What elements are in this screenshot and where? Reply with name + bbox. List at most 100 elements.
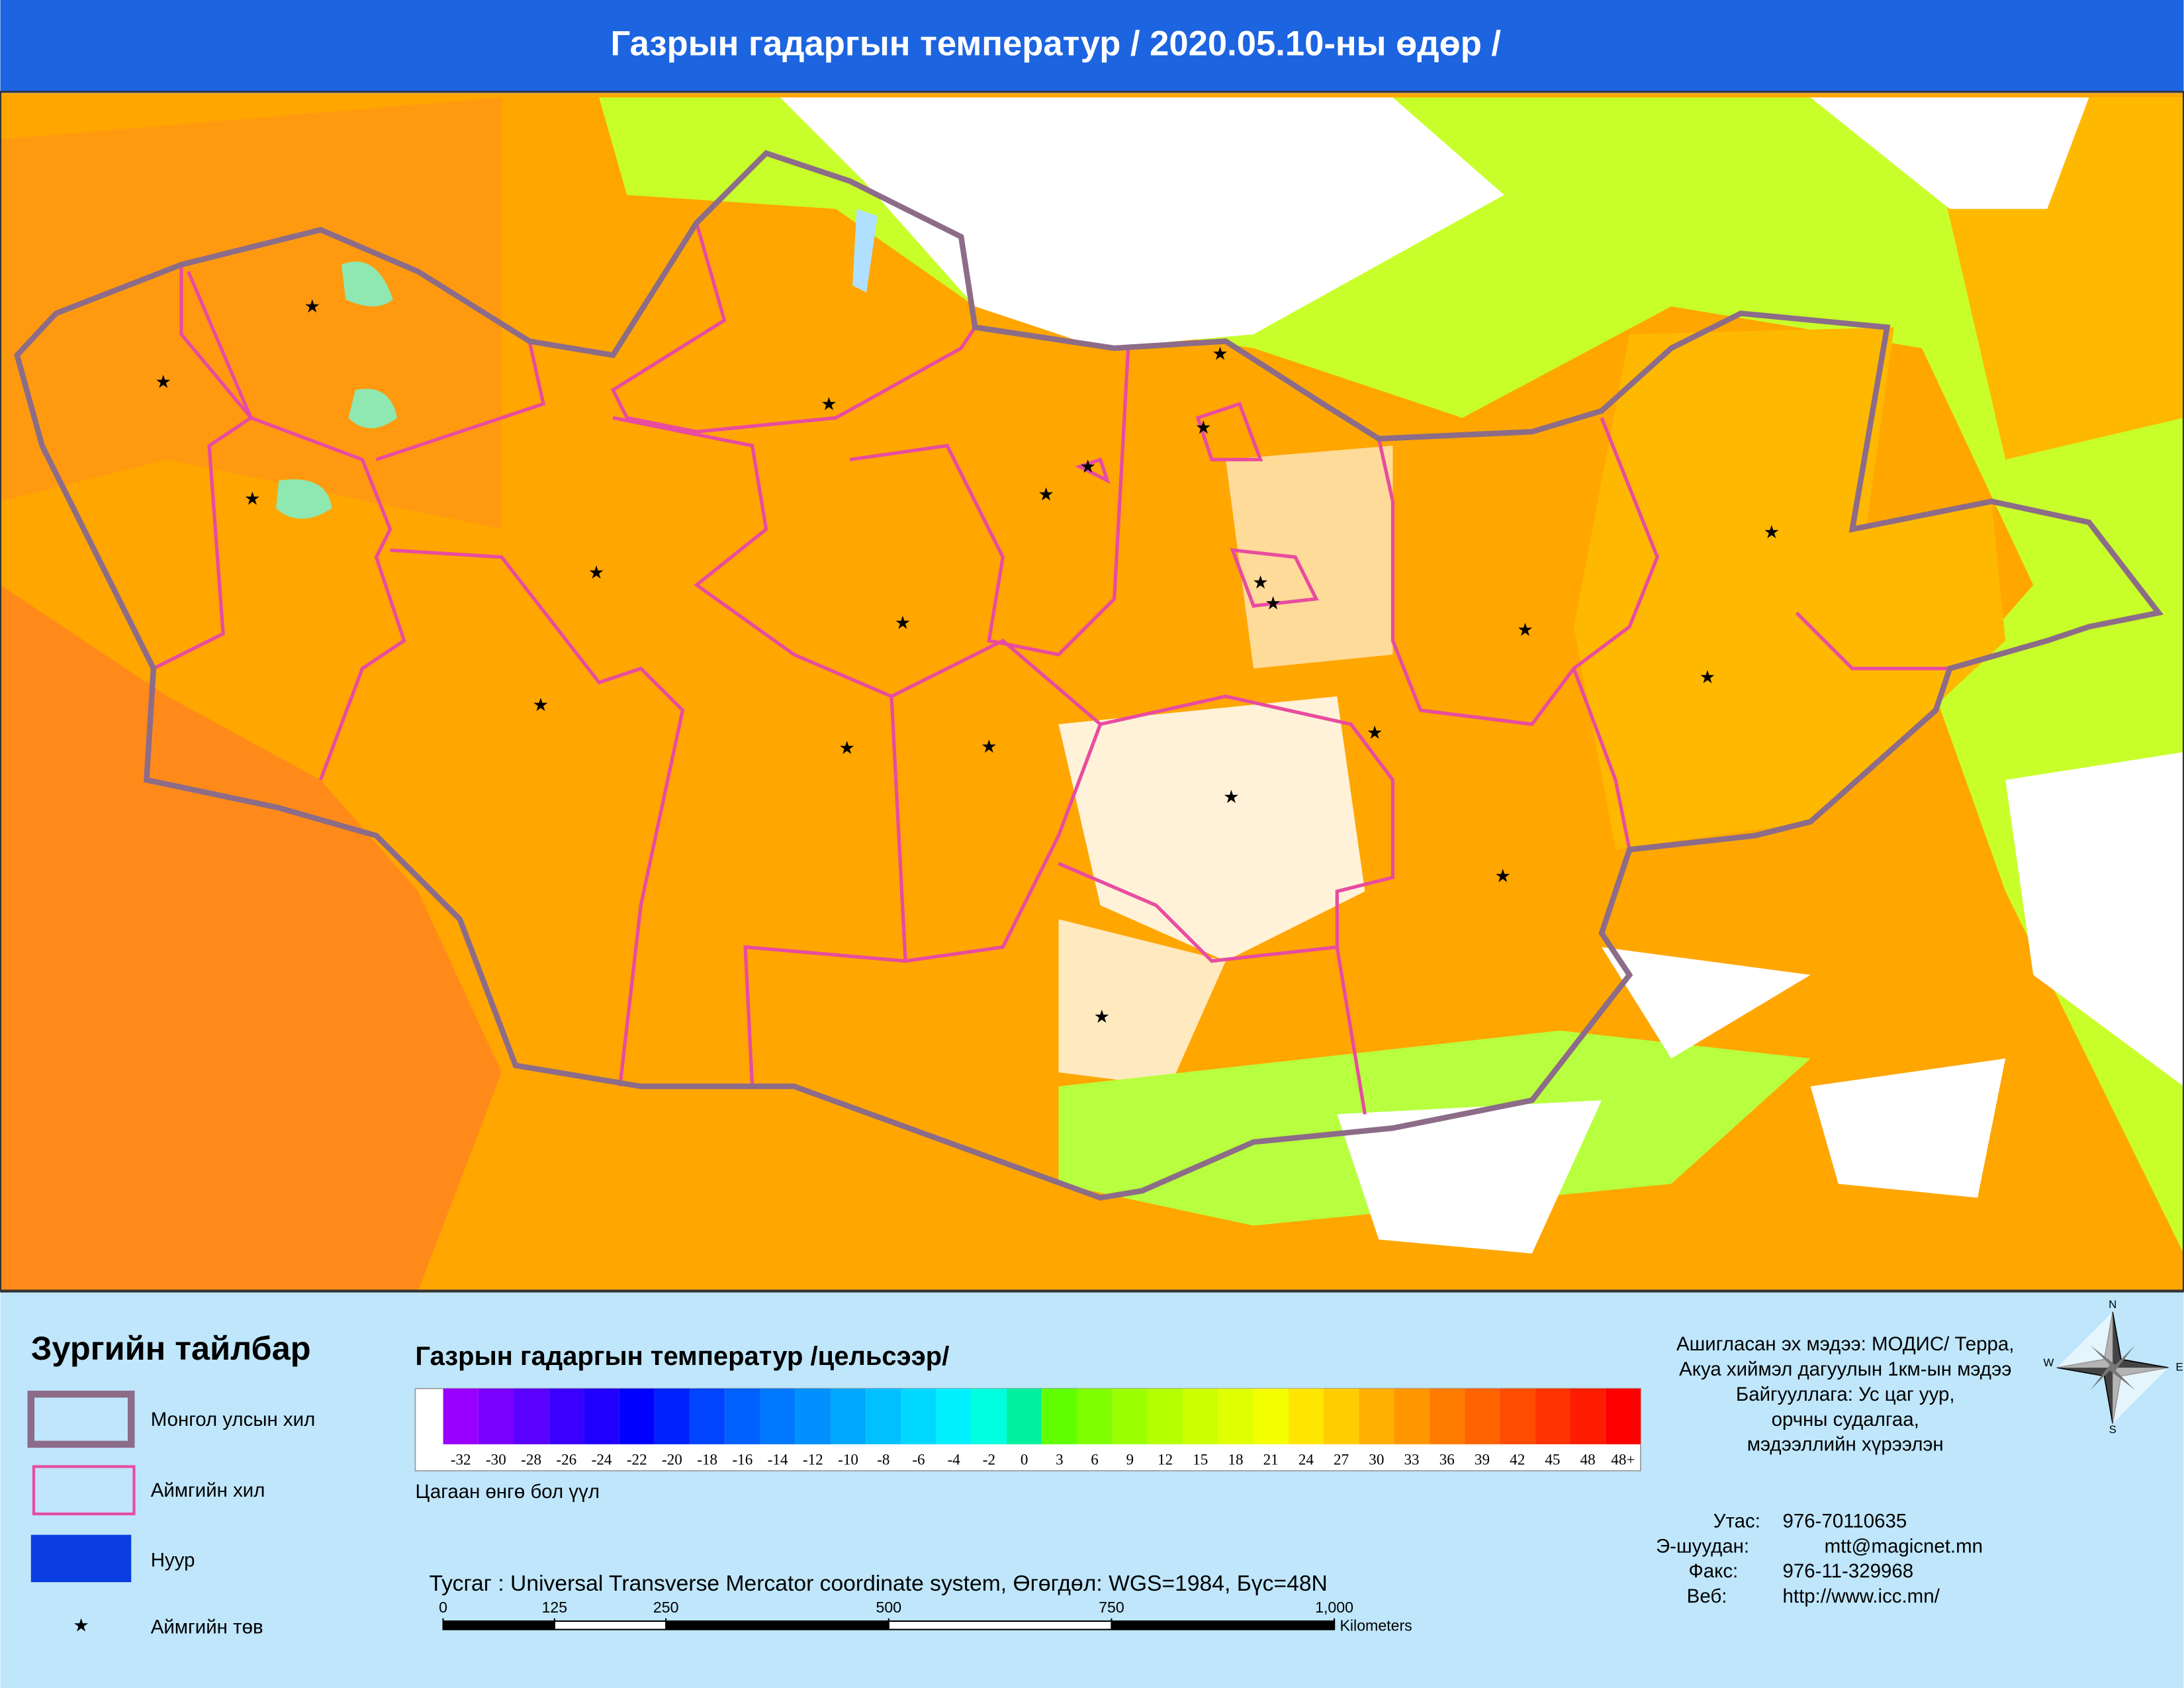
aimag-center: ★ bbox=[1038, 484, 1054, 504]
scale-tick-label: 0 bbox=[439, 1599, 447, 1616]
scale-label: 0 bbox=[1021, 1451, 1028, 1468]
color-swatch bbox=[690, 1388, 725, 1444]
aimag-center: ★ bbox=[1252, 572, 1269, 592]
contact-value: 976-70110635 bbox=[1783, 1510, 1907, 1532]
scale-label: -30 bbox=[486, 1451, 506, 1468]
contact-label: Веб: bbox=[1687, 1585, 1727, 1607]
scale-label: -6 bbox=[912, 1451, 925, 1468]
scale-label: 15 bbox=[1193, 1451, 1208, 1468]
legend-label: Аймгийн хил bbox=[151, 1479, 265, 1501]
color-swatch bbox=[1324, 1388, 1359, 1444]
source-line: Ашигласан эх мэдээ: МОДИС/ Терра, bbox=[1676, 1333, 2014, 1355]
scale-label: -14 bbox=[768, 1451, 788, 1468]
scale-bar-segment bbox=[666, 1621, 889, 1630]
aimag-center: ★ bbox=[1367, 722, 1383, 743]
scale-label: -32 bbox=[451, 1451, 471, 1468]
legend-star: ★ bbox=[73, 1615, 89, 1636]
aimag-center: ★ bbox=[1195, 417, 1212, 438]
aimag-center: ★ bbox=[155, 371, 171, 392]
aimag-center: ★ bbox=[1223, 786, 1240, 807]
scale-label: 42 bbox=[1510, 1451, 1525, 1468]
compass-s: S bbox=[2109, 1423, 2116, 1436]
aimag-center: ★ bbox=[1517, 619, 1533, 639]
aimag-center: ★ bbox=[981, 736, 997, 757]
color-swatch bbox=[1535, 1388, 1570, 1444]
legend-label: Монгол улсын хил bbox=[151, 1409, 316, 1430]
scale-label: 12 bbox=[1158, 1451, 1173, 1468]
header-bar bbox=[0, 0, 2184, 92]
contact-label: Э-шуудан: bbox=[1656, 1535, 1749, 1557]
color-swatch bbox=[443, 1388, 478, 1444]
color-swatch bbox=[1112, 1388, 1148, 1444]
scale-label: -18 bbox=[697, 1451, 717, 1468]
warm-area bbox=[1573, 327, 2006, 850]
legend-label: Аймгийн төв bbox=[151, 1616, 263, 1638]
compass-e: E bbox=[2176, 1361, 2183, 1374]
scale-label: -8 bbox=[877, 1451, 889, 1468]
lake bbox=[348, 389, 398, 428]
color-swatch bbox=[654, 1388, 690, 1444]
color-scale: -32 -30 -28 -26 -24 -22 -20 -18 -16 -14 -12 -10 -8 -6… bbox=[443, 1388, 1641, 1468]
province-border bbox=[890, 638, 1103, 963]
color-swatch bbox=[795, 1388, 831, 1444]
color-swatch bbox=[1218, 1388, 1253, 1444]
province-border bbox=[610, 222, 977, 434]
hot-area bbox=[0, 97, 502, 530]
lake bbox=[276, 479, 332, 519]
color-swatch bbox=[584, 1388, 619, 1444]
map-title: Газрын гадаргын температур / 2020.05.10-… bbox=[611, 24, 1502, 63]
color-swatch bbox=[760, 1388, 796, 1444]
contact-value: http://www.icc.mn/ bbox=[1783, 1585, 1940, 1607]
province-border bbox=[849, 348, 1130, 657]
aimag-center: ★ bbox=[1494, 866, 1511, 886]
color-swatch bbox=[1183, 1388, 1218, 1444]
contact-label: Факс: bbox=[1688, 1560, 1738, 1582]
compass-n: N bbox=[2109, 1298, 2116, 1311]
color-swatch bbox=[725, 1388, 760, 1444]
aimag-center: ★ bbox=[1212, 344, 1228, 364]
color-swatch bbox=[1077, 1388, 1113, 1444]
scale-label: 30 bbox=[1369, 1451, 1384, 1468]
aimag-center: ★ bbox=[1079, 456, 1096, 477]
scale-label: -28 bbox=[521, 1451, 541, 1468]
province-border bbox=[1377, 417, 1660, 726]
source-line: Акуа хиймэл дагуулын 1км-ын мэдээ bbox=[1679, 1358, 2011, 1380]
scale-label: -20 bbox=[662, 1451, 682, 1468]
scale-tick-label: 1,000 bbox=[1315, 1599, 1353, 1616]
province-border bbox=[179, 264, 406, 781]
color-swatch bbox=[1007, 1388, 1042, 1444]
scale-label: 21 bbox=[1263, 1451, 1279, 1468]
scale-tick-label: 125 bbox=[542, 1599, 568, 1616]
scale-tick-label: 750 bbox=[1099, 1599, 1124, 1616]
scale-title: Газрын гадаргын температур /цельсээр/ bbox=[415, 1342, 949, 1371]
scale-label: -22 bbox=[627, 1451, 647, 1468]
color-swatch bbox=[619, 1388, 655, 1444]
aimag-center: ★ bbox=[1265, 592, 1281, 613]
lake bbox=[341, 261, 393, 306]
color-swatch bbox=[549, 1388, 584, 1444]
scale-tick-label: 250 bbox=[653, 1599, 679, 1616]
cloud-note: Цагаан өнгө бол үүл bbox=[415, 1481, 600, 1503]
color-swatch bbox=[1147, 1388, 1183, 1444]
cloud bbox=[1810, 1058, 2006, 1198]
scale-bar-segment bbox=[1111, 1621, 1335, 1630]
color-swatch bbox=[513, 1388, 549, 1444]
province-border bbox=[1572, 611, 1950, 850]
source-block: Ашигласан эх мэдээ: МОДИС/ Терра, Акуа хи… bbox=[1676, 1333, 2014, 1455]
cloud bbox=[1602, 947, 1811, 1059]
source-line: Байгууллага: Ус цаг уур, bbox=[1736, 1383, 1955, 1405]
color-swatch bbox=[971, 1388, 1007, 1444]
source-line: мэдээллийн хүрээлэн bbox=[1747, 1434, 1944, 1456]
cloud bbox=[780, 97, 1504, 348]
contact-block: Утас: 976-70110635 Э-шуудан: mtt@magicnet.m… bbox=[1656, 1510, 1983, 1607]
legend-swatch bbox=[32, 1465, 136, 1516]
province-borders bbox=[152, 222, 1950, 1115]
province-border bbox=[1100, 694, 1395, 1115]
scale-label: 48 bbox=[1580, 1451, 1596, 1468]
scale-label: 39 bbox=[1475, 1451, 1490, 1468]
color-swatch bbox=[1288, 1388, 1324, 1444]
legend-label: Нуур bbox=[151, 1549, 195, 1571]
scale-label: -16 bbox=[732, 1451, 752, 1468]
aimag-center: ★ bbox=[839, 737, 855, 758]
aimag-center: ★ bbox=[895, 612, 911, 633]
